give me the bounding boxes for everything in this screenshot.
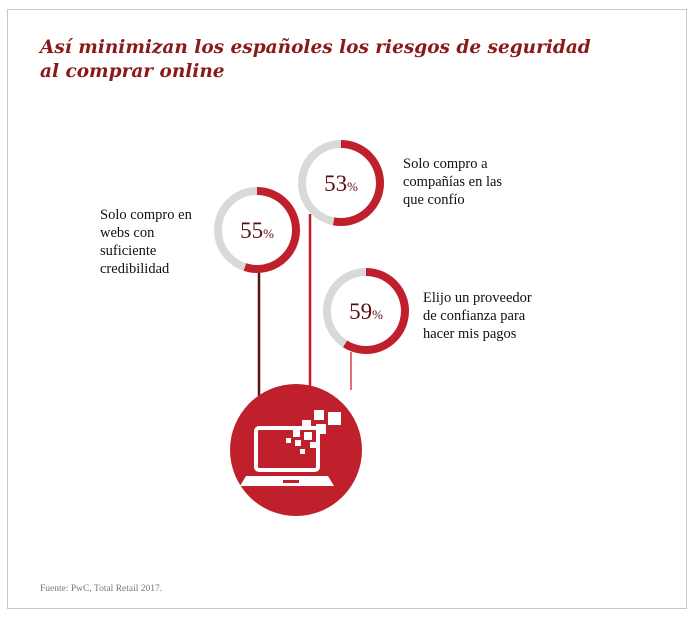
label-webs-credibilidad: Solo compro en webs con suficiente credi… [100, 206, 192, 278]
emblem-circle [230, 384, 362, 516]
source-note: Fuente: PwC, Total Retail 2017. [40, 584, 163, 594]
label-line: suficiente [100, 243, 157, 259]
donut-companias-confio: 53% [298, 140, 384, 226]
label-line: credibilidad [100, 261, 170, 277]
donut-webs-credibilidad: 55% [214, 187, 300, 273]
donut-value-arc [342, 268, 409, 354]
laptop-emblem [230, 384, 362, 516]
label-line: compañías en las [403, 174, 503, 190]
donut-value-number: 53 [324, 171, 347, 196]
donut-value-label: 55% [240, 218, 274, 243]
donut-value-arc [243, 187, 300, 273]
label-line: de confianza para [423, 308, 526, 324]
donut-value-arc [332, 140, 384, 226]
donut-value-label: 53% [324, 171, 358, 196]
chart-title: Así minimizan los españoles los riesgos … [40, 37, 591, 82]
label-line: Elijo un proveedor [423, 290, 532, 306]
label-line: webs con [100, 225, 155, 241]
label-line: que confío [403, 192, 465, 208]
label-line: hacer mis pagos [423, 326, 517, 342]
donut-value-label: 59% [349, 299, 383, 324]
donut-value-unit: % [372, 307, 383, 322]
chart-frame [7, 9, 687, 609]
label-line: Solo compro a [403, 156, 488, 172]
donut-value-number: 55 [240, 218, 263, 243]
donut-value-number: 59 [349, 299, 372, 324]
laptop-icon [240, 410, 341, 486]
label-line: Solo compro en [100, 207, 192, 223]
donut-proveedor-pagos: 59% [323, 268, 409, 354]
donut-value-unit: % [347, 179, 358, 194]
label-companias-confio: Solo compro a compañías en las que confí… [403, 155, 502, 209]
label-proveedor-pagos: Elijo un proveedor de confianza para hac… [423, 289, 532, 343]
donut-value-unit: % [263, 226, 274, 241]
